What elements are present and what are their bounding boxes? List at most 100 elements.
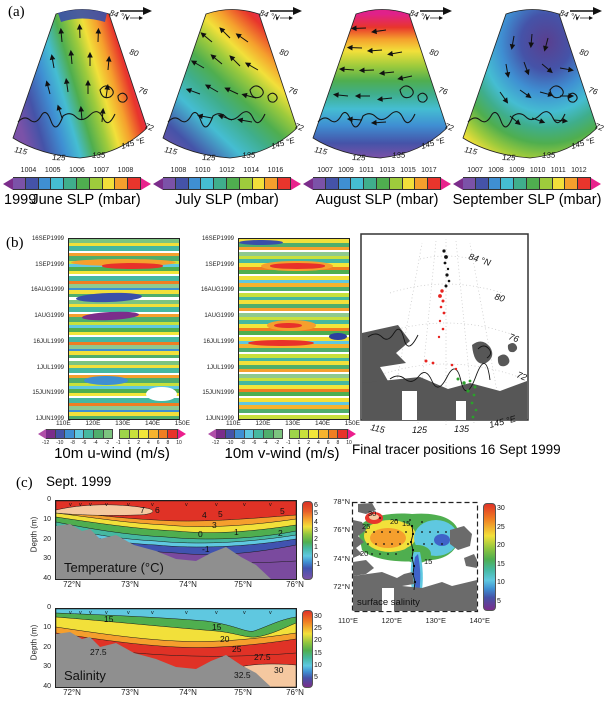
svg-text:v: v: [69, 502, 72, 508]
slp-cbar-ticks-june: 1004 1005 1006 1007 1008: [12, 167, 142, 174]
cbar-tick-label: 0: [314, 552, 318, 560]
lat-tick-80: 80: [578, 47, 590, 58]
svg-text:27.5: 27.5: [90, 647, 107, 657]
lon-tick-label: 130E: [115, 420, 131, 427]
uwind-label: 10m u-wind (m/s): [54, 445, 170, 462]
vwind-northerly-top: [239, 239, 283, 246]
cbar-tick-label: 1011: [550, 167, 566, 174]
salinity-section: v v v v v v v v v v 15 15 20 25 27.5 27.5 30 …: [55, 608, 297, 688]
uwind-june-easterly-blob: [84, 375, 129, 385]
slp-map-july-canvas: 84 °N 80 76 72 115 125 135 145 °E: [162, 7, 305, 162]
lon-tick-125: 125: [202, 153, 216, 162]
vwind-time-axis: 16SEP1999 1SEP1999 16AUG1999 1AUG1999 16JUL1…: [186, 236, 234, 422]
lon-tick-label: 150E: [344, 420, 360, 427]
lon-tick-115: 115: [314, 145, 329, 157]
lon-tick-label: 140E: [314, 420, 331, 427]
time-tick-label: 1JUN1999: [205, 415, 234, 422]
lon-tick-135: 135: [242, 151, 256, 160]
cbar-tick-label: 1007: [93, 167, 109, 174]
svg-text:20: 20: [220, 634, 230, 644]
cbar-tick-label: 6: [156, 440, 160, 446]
temperature-colorbar: [302, 501, 313, 580]
sal-lat-76: 76°N: [286, 688, 304, 697]
vwind-northerly-blob: [329, 332, 347, 340]
time-tick-label: 16AUG1999: [30, 287, 64, 294]
slp-map-july: 84 °N 80 76 72 115 125 135 145 °E 1008 10…: [152, 2, 305, 228]
svg-text:7: 7: [140, 505, 145, 515]
time-tick-label: 15JUN1999: [202, 390, 234, 397]
time-tick-label: 1AUG1999: [204, 313, 234, 320]
cbar-tick-label: 2: [314, 535, 318, 543]
colorbar-left-tip: [153, 177, 163, 190]
cbar-tick-label: 1010: [529, 167, 546, 174]
lon-tick-125: 125: [52, 153, 66, 162]
svg-text:v: v: [127, 610, 130, 616]
svg-text:30: 30: [368, 509, 376, 518]
svg-text:v: v: [215, 502, 218, 508]
salinity-field: [358, 512, 459, 596]
cbar-tick-label: 10: [497, 579, 505, 587]
surface-lat-78: 78°N: [333, 497, 350, 506]
cbar-tick-label: -2: [104, 440, 110, 446]
time-tick-label: 16JUL1999: [33, 338, 64, 345]
lat-tick-72: 72: [443, 121, 455, 133]
coastline-path: [317, 85, 428, 128]
depth-tick-label: 0: [47, 496, 51, 503]
cbar-tick-label: 4: [317, 440, 320, 446]
cbar-tick-label: 1010: [194, 167, 211, 174]
bathymetry: [56, 632, 271, 687]
time-tick-label: 1JUN1999: [35, 415, 64, 422]
temp-lat-76: 76°N: [286, 580, 304, 589]
map-title-july: July SLP (mbar): [175, 192, 279, 208]
svg-text:15: 15: [104, 614, 114, 624]
lat-tick-76: 76: [507, 331, 520, 344]
cbar-tick-label: 1013: [379, 167, 395, 174]
colorbar-right-tip: [440, 177, 451, 190]
lat-tick-80: 80: [128, 47, 140, 58]
coastline-path: [17, 85, 128, 128]
cbar-tick-label: 10: [314, 661, 322, 669]
cbar-tick-label: 1012: [571, 167, 587, 174]
tracer-dots-black: [442, 249, 451, 288]
sal-lat-72: 72°N: [63, 688, 81, 697]
uwind-strong-westerly: [102, 263, 163, 269]
surface-colorbar-labels: 30 25 20 15 10 5: [497, 505, 505, 605]
time-tick-label: 1SEP1999: [35, 261, 64, 268]
slp-map-june: 84 °N 80 76 72 115 125 135 145 °E 1004 10…: [2, 2, 155, 228]
svg-text:v: v: [243, 610, 246, 616]
depth-tick-label: 40: [43, 683, 51, 690]
vwind-label: 10m v-wind (m/s): [224, 445, 340, 462]
cbar-tick-label: 1: [297, 440, 301, 446]
cbar-tick-label: 1012: [219, 167, 235, 174]
svg-text:v: v: [185, 610, 188, 616]
cbar-tick-label: -10: [56, 440, 64, 446]
lon-tick-115: 115: [464, 145, 479, 157]
svg-text:-1: -1: [202, 544, 210, 554]
sal-depth-axis: 0 10 20 30 40: [36, 604, 51, 690]
lat-tick-80: 80: [278, 47, 290, 58]
depth-tick-label: 20: [43, 643, 51, 651]
svg-text:v: v: [105, 502, 108, 508]
cbar-tick-label: 1017: [421, 167, 437, 174]
svg-text:v: v: [89, 502, 92, 508]
time-tick-label: 16AUG1999: [200, 287, 234, 294]
cbar-tick-label: -4: [93, 440, 98, 446]
lon-tick-115: 115: [370, 422, 387, 435]
lon-tick-label: 110E: [226, 420, 241, 427]
lon-tick-125: 125: [412, 425, 428, 435]
cbar-tick-label: 10: [346, 440, 352, 446]
panel-c-letter: (c): [16, 475, 33, 491]
coastline-path: [367, 328, 492, 392]
time-tick-label: 16JUL1999: [203, 338, 234, 345]
cbar-tick-label: -1: [286, 440, 291, 446]
cbar-tick-label: 1009: [338, 167, 354, 174]
panel-b-letter: (b): [6, 235, 24, 251]
tracer-dots-green: [456, 377, 478, 419]
slp-map-august-canvas: 84 °N 80 76 72 115 125 135 145 °E: [312, 7, 455, 162]
cbar-tick-label: 5: [314, 510, 318, 518]
uwind-calm-patch: [146, 386, 177, 401]
bathymetry: [56, 524, 271, 579]
wind-vectors: [332, 25, 413, 126]
